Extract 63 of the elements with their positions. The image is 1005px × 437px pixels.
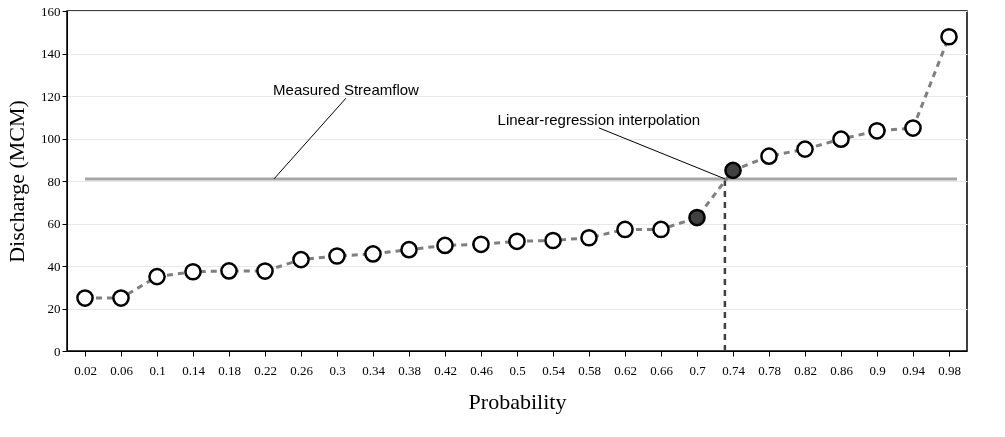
y-tick-label: 20 <box>47 301 61 316</box>
point <box>472 235 490 254</box>
point <box>400 240 418 259</box>
x-tick-label: 0.86 <box>830 362 854 378</box>
y-tick-label: 80 <box>47 173 61 189</box>
point <box>508 232 526 251</box>
y-tick-label: 140 <box>41 46 61 61</box>
point <box>868 122 886 140</box>
y-tick-label: 160 <box>41 3 61 19</box>
x-tick-label: 0.74 <box>722 362 746 378</box>
x-tick-label: 0.62 <box>614 362 637 378</box>
annotation: Measured Streamflow <box>273 81 420 99</box>
x-tick-label: 0.98 <box>938 362 961 378</box>
x-tick-label: 0.54 <box>542 362 566 378</box>
x-tick-label: 0.34 <box>362 362 386 378</box>
point <box>436 236 454 255</box>
point <box>724 161 742 180</box>
y-tick-label: 120 <box>41 88 61 104</box>
y-tick-label: 0 <box>54 343 61 359</box>
y-axis-title: Discharge (MCM) <box>4 100 29 263</box>
annotation: Linear-regression interpolation <box>497 110 701 128</box>
x-tick-label: 0.38 <box>398 362 421 378</box>
x-tick-label: 0.7 <box>689 362 707 378</box>
point <box>580 228 598 247</box>
x-tick-label: 0.02 <box>74 362 97 378</box>
x-tick-label: 0.26 <box>290 362 314 378</box>
point <box>76 289 94 307</box>
x-tick-label: 0.78 <box>758 362 781 378</box>
point <box>328 247 346 265</box>
point <box>904 119 922 137</box>
x-tick-label: 0.5 <box>509 362 526 378</box>
x-tick-label: 0.18 <box>218 362 241 378</box>
point <box>760 147 778 165</box>
y-tick-label: 40 <box>47 258 61 274</box>
x-tick-label: 0.06 <box>110 362 134 378</box>
x-tick-label: 0.66 <box>650 362 674 378</box>
point <box>940 27 958 46</box>
x-tick-label: 0.94 <box>902 362 926 378</box>
point <box>832 130 850 148</box>
x-axis-title: Probability <box>468 388 567 414</box>
x-tick-label: 0.82 <box>794 362 817 378</box>
x-tick-label: 0.46 <box>470 362 494 378</box>
x-tick-label: 0.42 <box>434 362 457 378</box>
point <box>148 267 166 286</box>
x-tick-label: 0.3 <box>329 362 346 378</box>
x-tick-label: 0.1 <box>149 362 166 378</box>
point <box>112 289 130 307</box>
x-tick-label: 0.58 <box>578 362 601 378</box>
point <box>256 262 274 280</box>
point <box>220 262 238 280</box>
x-tick-label: 0.9 <box>869 362 886 378</box>
x-tick-label: 0.22 <box>254 362 277 378</box>
point <box>796 140 814 158</box>
y-tick-label: 60 <box>47 216 61 231</box>
point <box>184 262 202 281</box>
point <box>544 231 562 250</box>
point <box>364 245 382 263</box>
x-tick-label: 0.14 <box>182 362 206 378</box>
y-tick-label: 100 <box>41 131 61 146</box>
point <box>616 220 634 239</box>
point <box>652 220 670 239</box>
point <box>688 208 706 227</box>
point <box>292 250 310 269</box>
